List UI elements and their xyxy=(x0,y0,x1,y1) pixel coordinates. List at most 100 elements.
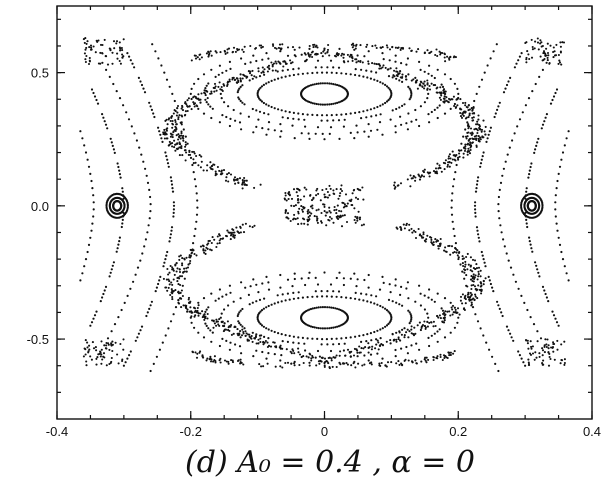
island-orbit-point xyxy=(427,113,430,116)
rotational-orbit-point xyxy=(509,76,512,79)
island-orbit-point xyxy=(281,116,284,119)
chaotic-point xyxy=(552,350,555,353)
island-orbit-point xyxy=(204,98,207,101)
island-orbit-point xyxy=(414,108,417,112)
island-orbit-point xyxy=(427,72,430,75)
rotational-orbit-point xyxy=(479,165,482,168)
island-orbit-point xyxy=(323,82,327,85)
chaotic-point xyxy=(208,53,211,56)
island-orbit-point xyxy=(330,114,333,117)
chaotic-point xyxy=(120,46,123,50)
island-orbit-point xyxy=(262,307,265,310)
island-orbit-point xyxy=(257,67,260,70)
chaotic-point xyxy=(323,196,326,199)
chaotic-point xyxy=(464,101,467,104)
rotational-orbit-point xyxy=(170,229,173,232)
rotational-orbit-point xyxy=(169,233,172,236)
chaotic-point xyxy=(273,46,277,49)
island-orbit-point xyxy=(315,102,318,106)
chaotic-point xyxy=(168,283,171,286)
rotational-orbit-point xyxy=(110,141,113,144)
chaotic-point xyxy=(476,120,479,123)
island-orbit-point xyxy=(394,348,397,352)
chaotic-point xyxy=(119,342,122,346)
chaotic-point xyxy=(218,81,221,84)
chaotic-point xyxy=(539,39,542,42)
rotational-orbit-point xyxy=(155,286,158,289)
chaotic-point xyxy=(316,217,319,221)
rotational-orbit-point xyxy=(149,210,152,213)
island-orbit-point xyxy=(391,76,394,79)
island-orbit-point xyxy=(362,75,365,78)
chaotic-point xyxy=(171,295,174,299)
island-orbit-point xyxy=(241,101,244,104)
chaotic-point xyxy=(245,332,248,335)
chaotic-point xyxy=(179,283,182,287)
chaotic-point xyxy=(97,353,100,356)
rotational-orbit-point xyxy=(90,88,94,91)
island-orbit-point xyxy=(427,296,430,299)
island-orbit-point xyxy=(334,83,337,86)
chaotic-point xyxy=(209,355,212,358)
island-orbit-point xyxy=(197,301,200,304)
island-orbit-point xyxy=(427,336,430,339)
island-orbit-point xyxy=(240,57,243,60)
chaotic-point xyxy=(543,345,546,348)
island-orbit-point xyxy=(395,107,398,111)
chaotic-point xyxy=(214,50,217,53)
x-tick-label: 0.2 xyxy=(449,424,467,439)
island-orbit-point xyxy=(381,327,384,330)
island-orbit-point xyxy=(394,54,397,57)
chaotic-point xyxy=(111,51,114,54)
island-orbit-point xyxy=(401,304,404,307)
chaotic-point xyxy=(423,320,426,323)
island-orbit-point xyxy=(238,87,241,90)
chaotic-point xyxy=(171,266,174,269)
rotational-orbit-point xyxy=(452,227,455,230)
chaotic-point xyxy=(181,115,184,118)
island-orbit-point xyxy=(342,349,345,352)
island-orbit-point xyxy=(388,283,391,286)
chaotic-point xyxy=(177,302,181,305)
island-orbit-point xyxy=(304,125,307,128)
island-orbit-point xyxy=(267,128,270,131)
chaotic-point xyxy=(219,88,222,91)
rotational-orbit-point xyxy=(512,273,515,276)
rotational-orbit-point xyxy=(91,222,94,225)
island-orbit-point xyxy=(263,335,266,338)
chaotic-point xyxy=(416,324,419,327)
chaotic-point xyxy=(437,167,440,170)
chaotic-point xyxy=(207,50,210,54)
island-orbit-point xyxy=(270,303,273,306)
island-orbit-point xyxy=(317,306,320,309)
chaotic-point xyxy=(449,157,452,160)
chaotic-point xyxy=(175,134,178,137)
chaotic-point xyxy=(111,349,114,353)
chaotic-point xyxy=(463,149,467,152)
chaotic-point xyxy=(271,43,275,46)
chaotic-point xyxy=(346,53,349,56)
chaotic-point xyxy=(534,351,537,354)
chaotic-point xyxy=(200,56,203,59)
plot-frame xyxy=(56,5,593,420)
rotational-orbit-point xyxy=(498,307,501,310)
island-orbit-point xyxy=(418,284,421,287)
island-orbit-point xyxy=(323,327,327,330)
chaotic-point xyxy=(409,174,412,177)
chaotic-point xyxy=(443,168,446,171)
rotational-orbit-point xyxy=(497,105,500,108)
chaotic-point xyxy=(420,326,423,330)
chaotic-point xyxy=(394,46,397,49)
rotational-orbit-point xyxy=(457,256,460,259)
island-orbit-point xyxy=(367,135,370,138)
island-orbit-point xyxy=(394,355,397,358)
chaotic-point xyxy=(187,97,190,100)
chaotic-point xyxy=(437,247,440,250)
chaotic-point xyxy=(462,152,465,155)
chaotic-point xyxy=(193,102,197,105)
island-orbit-point xyxy=(376,329,379,332)
island-orbit-point xyxy=(228,60,231,64)
chaotic-point xyxy=(206,164,209,167)
chaotic-point xyxy=(480,292,483,295)
rotational-orbit-point xyxy=(104,285,108,288)
